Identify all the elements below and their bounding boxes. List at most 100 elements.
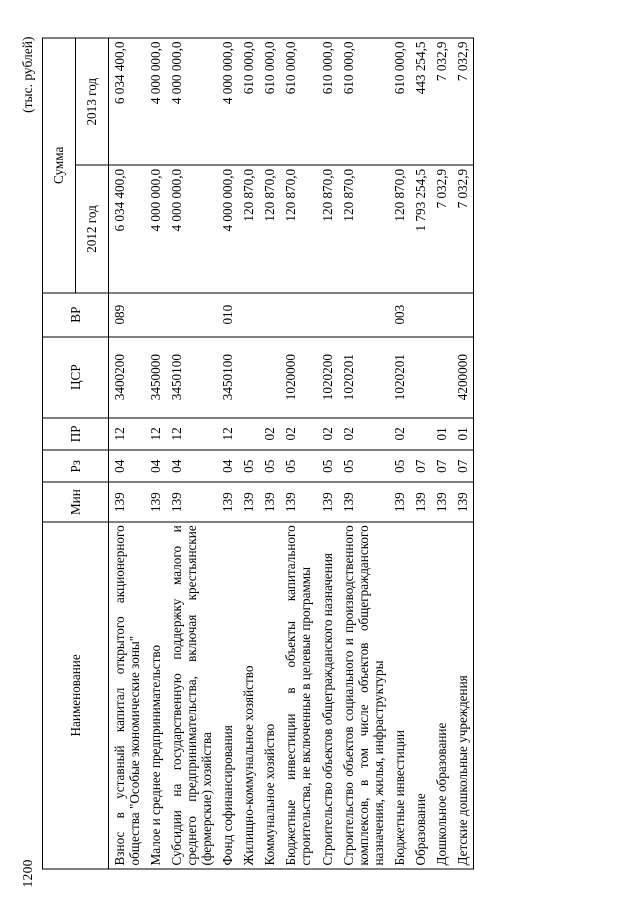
row-csr: 1020000 — [280, 336, 317, 418]
units-note: (тыс. рублей) — [20, 36, 35, 113]
row-year-2012: 120 870,0 — [280, 164, 317, 293]
row-min: 139 — [451, 481, 474, 522]
row-csr: 1020200 — [316, 336, 338, 418]
row-year-2013: 4 000 000,0 — [217, 37, 239, 165]
row-year-2012: 4 000 000,0 — [145, 164, 167, 293]
row-rz: 04 — [166, 449, 218, 482]
row-year-2013: 610 000,0 — [337, 37, 389, 165]
row-name: Бюджетные инвестиции в объекты капитальн… — [280, 521, 317, 869]
row-pr: 02 — [337, 417, 389, 450]
row-year-2012: 120 870,0 — [337, 164, 389, 293]
row-csr: 3400200 — [108, 336, 146, 418]
row-rz: 05 — [238, 449, 260, 482]
page-number: 1200 — [20, 858, 35, 887]
header-csr: ЦСР — [42, 336, 109, 418]
header-vr: ВР — [42, 292, 109, 337]
row-pr: 01 — [430, 417, 452, 450]
row-year-2013: 4 000 000,0 — [145, 37, 167, 165]
row-csr: 1020201 — [337, 336, 389, 418]
row-rz: 07 — [451, 449, 474, 482]
row-vr — [238, 292, 260, 337]
row-pr — [409, 417, 431, 450]
row-csr: 4200000 — [451, 336, 474, 418]
row-vr — [430, 292, 452, 337]
row-name: Детские дошкольные учреждения — [451, 521, 474, 869]
row-vr — [259, 292, 281, 337]
row-vr — [337, 292, 389, 337]
row-vr — [409, 292, 431, 337]
row-csr — [409, 336, 431, 418]
row-vr — [145, 292, 167, 337]
row-year-2012: 120 870,0 — [238, 164, 260, 293]
row-min: 139 — [337, 481, 389, 522]
row-csr: 1020201 — [388, 336, 410, 418]
row-pr: 12 — [108, 417, 146, 450]
row-year-2013: 7 032,9 — [451, 37, 474, 165]
row-name: Дошкольное образование — [430, 521, 452, 869]
row-min: 139 — [145, 481, 167, 522]
row-csr — [238, 336, 260, 418]
row-vr: 010 — [217, 292, 239, 337]
table-header: Наименование Мин Рз ПР ЦСР ВР Сумма 2012… — [42, 37, 109, 869]
row-min: 139 — [388, 481, 410, 522]
row-year-2013: 6 034 400,0 — [108, 37, 146, 165]
row-min: 139 — [316, 481, 338, 522]
table-row: Бюджетные инвестиции в объекты капитальн… — [280, 37, 317, 869]
row-pr: 12 — [166, 417, 218, 450]
header-pr: ПР — [42, 417, 109, 450]
table-row: Взнос в уставный капитал открытого акцио… — [108, 37, 146, 869]
row-year-2013: 610 000,0 — [388, 37, 410, 165]
row-rz: 04 — [217, 449, 239, 482]
row-min: 139 — [430, 481, 452, 522]
header-name: Наименование — [42, 521, 109, 869]
row-min: 139 — [108, 481, 146, 522]
row-pr: 02 — [259, 417, 281, 450]
row-year-2013: 443 254,5 — [409, 37, 431, 165]
row-year-2013: 7 032,9 — [430, 37, 452, 165]
row-rz: 05 — [316, 449, 338, 482]
row-min: 139 — [217, 481, 239, 522]
budget-table-wrapper: Наименование Мин Рз ПР ЦСР ВР Сумма 2012… — [42, 37, 474, 869]
row-year-2012: 6 034 400,0 — [108, 164, 146, 293]
table-row: Коммунальное хозяйство 139 05 02 120 870,0 61… — [259, 37, 281, 869]
table-row: Строительство объектов общегражданского … — [316, 37, 338, 869]
table-row: Образование 139 07 1 793 254,5 443 254,5 — [409, 37, 431, 869]
row-pr: 12 — [145, 417, 167, 450]
row-vr: 003 — [388, 292, 410, 337]
header-row-1: Наименование Мин Рз ПР ЦСР ВР Сумма — [42, 37, 109, 869]
row-name: Бюджетные инвестиции — [388, 521, 410, 869]
row-name: Строительство объектов общегражданского … — [316, 521, 338, 869]
row-rz: 05 — [337, 449, 389, 482]
row-year-2013: 610 000,0 — [280, 37, 317, 165]
row-rz: 07 — [409, 449, 431, 482]
row-name: Фонд софинансирования — [217, 521, 239, 869]
row-name: Малое и среднее предпринимательство — [145, 521, 167, 869]
row-csr: 3450000 — [145, 336, 167, 418]
row-vr — [166, 292, 218, 337]
header-year-2012: 2012 год — [75, 164, 109, 293]
table-row: Субсидии на государственную поддержку ма… — [166, 37, 218, 869]
table-row: Детские дошкольные учреждения 139 07 01 4200… — [451, 37, 474, 869]
row-csr — [430, 336, 452, 418]
row-name: Субсидии на государственную поддержку ма… — [166, 521, 218, 869]
row-name: Образование — [409, 521, 431, 869]
row-name: Взнос в уставный капитал открытого акцио… — [108, 521, 146, 869]
table-row: Дошкольное образование 139 07 01 7 032,9 7 03… — [430, 37, 452, 869]
row-pr: 12 — [217, 417, 239, 450]
row-rz: 05 — [259, 449, 281, 482]
row-vr: 089 — [108, 292, 146, 337]
row-min: 139 — [259, 481, 281, 522]
table-row: Фонд софинансирования 139 04 12 3450100 010 4 … — [217, 37, 239, 869]
table-row: Бюджетные инвестиции 139 05 02 1020201 003 120… — [388, 37, 410, 869]
budget-table: Наименование Мин Рз ПР ЦСР ВР Сумма 2012… — [42, 37, 474, 869]
row-rz: 04 — [108, 449, 146, 482]
row-year-2012: 120 870,0 — [388, 164, 410, 293]
row-pr — [238, 417, 260, 450]
table-row: Малое и среднее предпринимательство 139 04… — [145, 37, 167, 869]
row-rz: 04 — [145, 449, 167, 482]
row-year-2012: 4 000 000,0 — [166, 164, 218, 293]
row-vr — [280, 292, 317, 337]
row-pr: 02 — [388, 417, 410, 450]
row-name: Жилищно-коммунальное хозяйство — [238, 521, 260, 869]
row-rz: 05 — [280, 449, 317, 482]
